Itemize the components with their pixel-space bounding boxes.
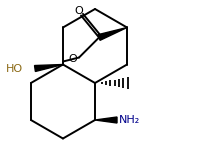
Polygon shape <box>35 64 63 71</box>
Text: HO: HO <box>6 63 23 74</box>
Text: NH₂: NH₂ <box>119 115 140 125</box>
Text: O: O <box>69 54 77 64</box>
Polygon shape <box>95 117 117 123</box>
Polygon shape <box>98 27 127 40</box>
Text: O: O <box>75 6 83 15</box>
